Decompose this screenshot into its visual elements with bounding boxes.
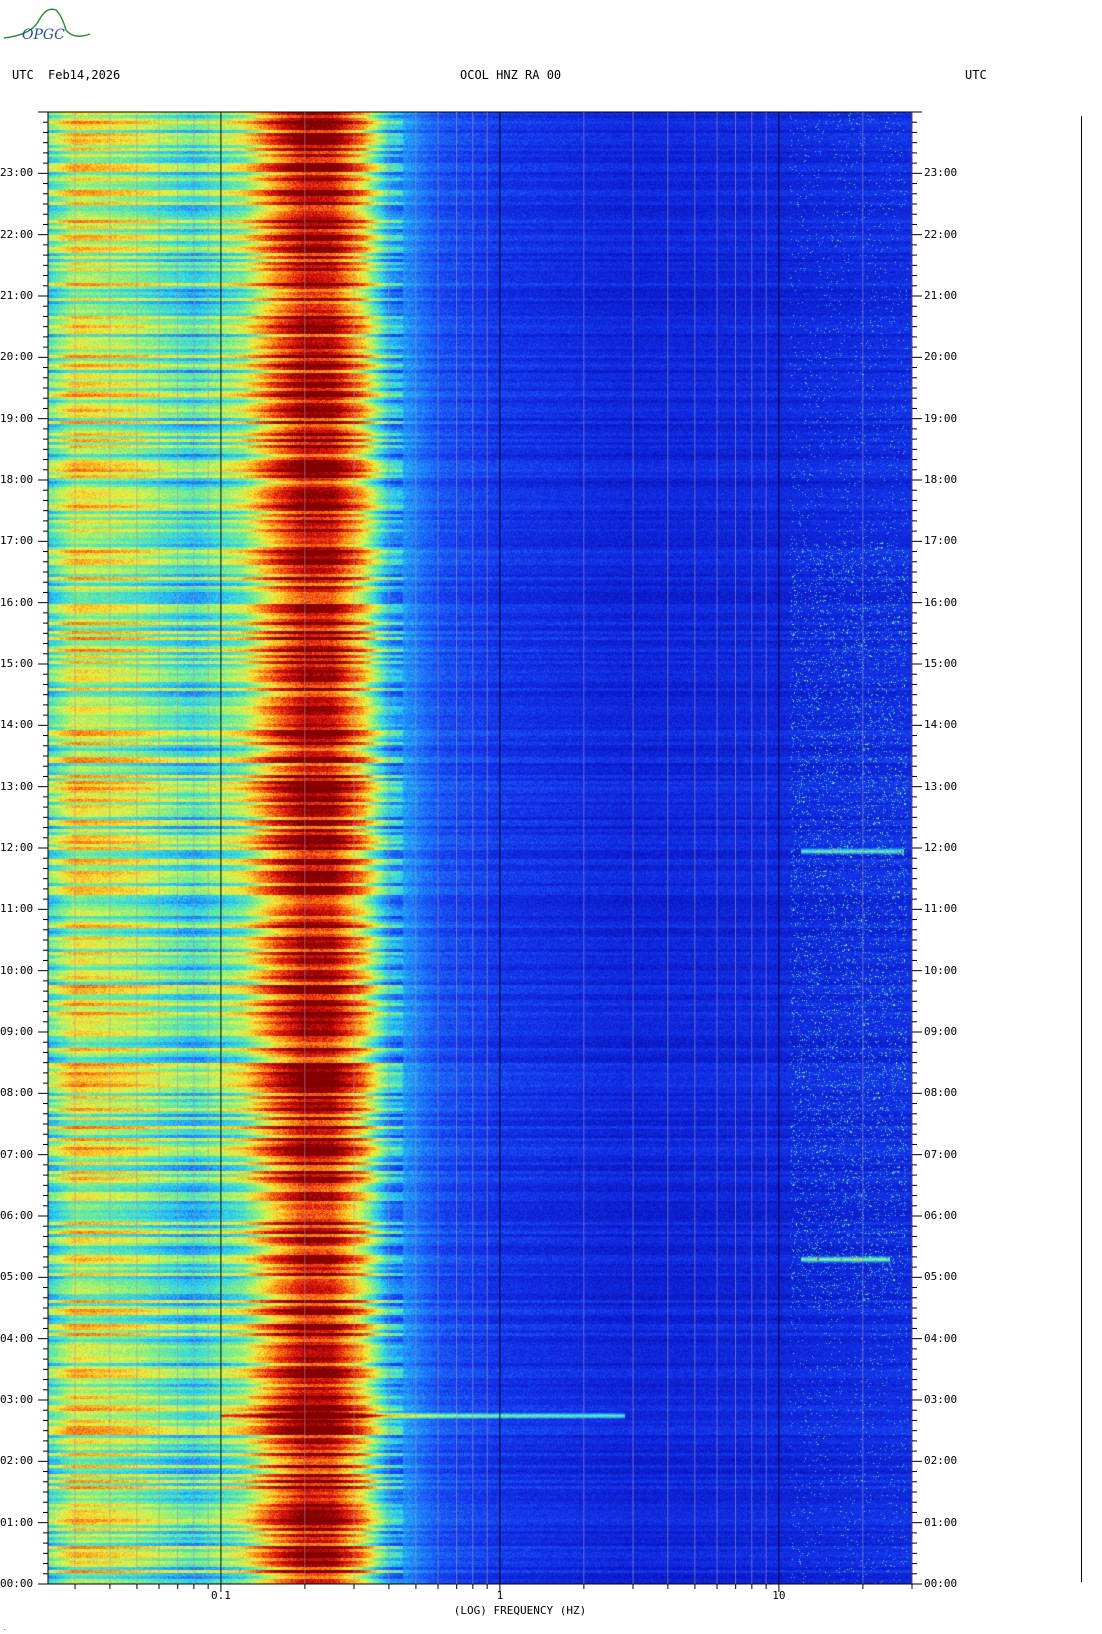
header-date: Feb14,2026 [48, 68, 121, 82]
y-tick-label-right: 20:00 [924, 350, 958, 364]
y-tick-label-right: 16:00 [924, 595, 958, 609]
header-right-tz: UTC [965, 68, 987, 82]
y-tick-label-left: 18:00 [0, 473, 34, 486]
spectrogram-canvas [48, 112, 912, 1584]
y-tick-label-left: 19:00 [0, 411, 34, 425]
y-tick-label-right: 07:00 [924, 1147, 958, 1161]
y-tick-label-right: 11:00 [924, 902, 958, 916]
y-tick-label-left: 20:00 [0, 350, 34, 364]
y-tick-label-left: 13:00 [0, 779, 34, 793]
y-tick-label-right: 06:00 [924, 1209, 958, 1222]
y-tick-label-left: 01:00 [0, 1515, 34, 1529]
y-tick-label-right: 14:00 [924, 718, 958, 732]
y-tick-label-left: 16:00 [0, 595, 34, 609]
y-tick-label-left: 08:00 [0, 1086, 34, 1100]
y-tick-label-right: 22:00 [924, 227, 958, 241]
x-tick-label: 10 [772, 1589, 786, 1602]
logo-text: OPGC [22, 27, 65, 43]
y-tick-label-right: 21:00 [924, 289, 958, 302]
corner-mark: . [3, 1625, 7, 1632]
y-tick-label-left: 23:00 [0, 166, 34, 180]
right-scale-bar [1081, 116, 1082, 1582]
y-tick-label-right: 23:00 [924, 166, 958, 180]
y-tick-label-left: 17:00 [0, 534, 34, 548]
y-tick-label-left: 05:00 [0, 1270, 34, 1284]
y-tick-label-right: 03:00 [924, 1393, 958, 1406]
y-tick-label-left: 06:00 [0, 1209, 34, 1222]
y-tick-label-right: 05:00 [924, 1270, 958, 1284]
y-tick-label-left: 09:00 [0, 1025, 34, 1038]
y-tick-label-left: 00:00 [0, 1577, 34, 1590]
y-tick-label-left: 11:00 [0, 902, 34, 916]
y-tick-label-right: 13:00 [924, 779, 958, 793]
y-tick-label-right: 08:00 [924, 1086, 958, 1100]
opgc-logo: OPGC [3, 8, 91, 43]
header-station: OCOL HNZ RA 00 [460, 68, 562, 82]
y-tick-label-left: 22:00 [0, 227, 34, 241]
header-left-tz: UTC [12, 68, 34, 82]
y-tick-label-right: 10:00 [924, 963, 958, 977]
y-tick-label-left: 21:00 [0, 289, 34, 302]
y-tick-label-right: 09:00 [924, 1025, 958, 1038]
y-tick-label-right: 19:00 [924, 411, 958, 425]
y-tick-label-left: 03:00 [0, 1393, 34, 1406]
y-tick-label-left: 04:00 [0, 1331, 34, 1345]
y-tick-label-left: 14:00 [0, 718, 34, 732]
y-tick-label-right: 02:00 [924, 1454, 958, 1468]
y-tick-label-right: 15:00 [924, 657, 958, 670]
y-tick-label-right: 01:00 [924, 1515, 958, 1529]
y-tick-label-left: 10:00 [0, 963, 34, 977]
x-tick-label: 0.1 [210, 1589, 231, 1602]
y-tick-label-right: 00:00 [924, 1577, 958, 1590]
x-tick-label: 1 [496, 1589, 504, 1602]
y-tick-label-left: 15:00 [0, 657, 34, 670]
x-axis-title: (LOG) FREQUENCY (HZ) [453, 1604, 587, 1617]
y-tick-label-right: 17:00 [924, 534, 958, 548]
y-tick-label-right: 18:00 [924, 473, 958, 486]
y-tick-label-left: 12:00 [0, 841, 34, 854]
y-tick-label-right: 12:00 [924, 841, 958, 854]
y-tick-label-left: 02:00 [0, 1454, 34, 1468]
y-tick-label-right: 04:00 [924, 1331, 958, 1345]
y-tick-label-left: 07:00 [0, 1147, 34, 1161]
